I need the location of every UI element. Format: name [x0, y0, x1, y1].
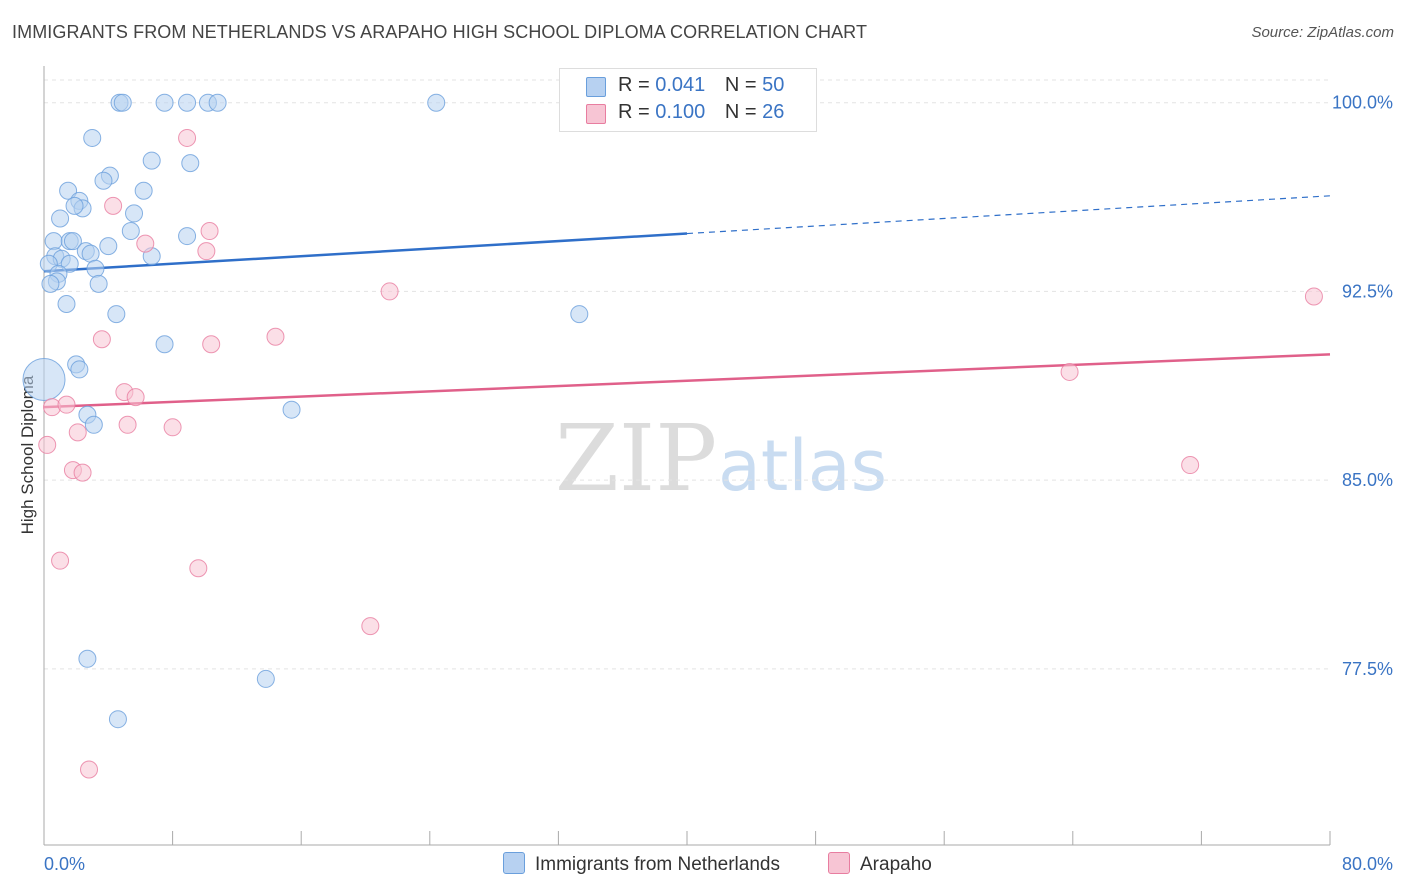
netherlands-point [427, 93, 446, 112]
netherlands-point [84, 415, 103, 434]
netherlands-point [83, 128, 102, 147]
arapaho-point [38, 435, 57, 454]
netherlands-point [51, 209, 70, 228]
netherlands-point [44, 232, 63, 251]
arapaho-point [380, 282, 399, 301]
arapaho-point [136, 234, 155, 253]
arapaho-point [104, 196, 123, 215]
n-value: 26 [762, 101, 785, 123]
n-label: N = [724, 101, 757, 123]
arapaho-point [57, 395, 76, 414]
netherlands-legend-swatch [503, 852, 525, 874]
netherlands-point [155, 93, 174, 112]
netherlands-point [208, 93, 227, 112]
arapaho-point [126, 388, 145, 407]
arapaho-trend-line [43, 353, 1331, 409]
netherlands-point [81, 244, 100, 263]
arapaho-point [197, 242, 216, 261]
r-value: 0.100 [655, 101, 706, 123]
netherlands-point [60, 254, 79, 273]
netherlands-point [59, 181, 78, 200]
arapaho-point [1060, 362, 1079, 381]
netherlands-point [134, 181, 153, 200]
r-label: R = [618, 74, 650, 96]
netherlands-point [89, 274, 108, 293]
arapaho-point [361, 617, 380, 636]
legend-label: Immigrants from Netherlands [535, 854, 780, 875]
y-tick-label: 77.5% [1342, 659, 1393, 679]
netherlands-point [178, 227, 197, 246]
netherlands-point [86, 259, 105, 278]
legend-row-netherlands: R = 0.041 N = 50 [586, 74, 785, 100]
netherlands-point [108, 710, 127, 729]
arapaho-point [73, 463, 92, 482]
chart-title: IMMIGRANTS FROM NETHERLANDS VS ARAPAHO H… [12, 22, 868, 42]
netherlands-point [282, 400, 301, 419]
netherlands-point [107, 305, 126, 324]
arapaho-point [178, 128, 197, 147]
arapaho-point [266, 327, 285, 346]
netherlands-point [181, 154, 200, 173]
arapaho-legend-swatch [828, 852, 850, 874]
arapaho-point [92, 330, 111, 349]
netherlands-point [113, 93, 132, 112]
tick-labels: 77.5% 85.0% 92.5% 100.0% 0.0% 80.0% [44, 93, 1393, 874]
netherlands-point [22, 357, 66, 401]
legend-row-arapaho: R = 0.100 N = 26 [586, 101, 785, 127]
netherlands-point [78, 649, 97, 668]
netherlands-point [121, 222, 140, 241]
grid [44, 79, 1330, 670]
arapaho-point [202, 335, 221, 354]
arapaho-point [80, 760, 99, 779]
y-tick-label: 85.0% [1342, 470, 1393, 490]
n-label: N = [724, 74, 757, 96]
legend-item-arapaho: Arapaho [828, 852, 932, 876]
correlation-legend: R = 0.041 N = 50 R = 0.100 N = 26 [559, 68, 817, 132]
watermark-atlas: atlas [718, 425, 887, 507]
netherlands-point [256, 669, 275, 688]
arapaho-point [68, 423, 87, 442]
netherlands-point [125, 204, 144, 223]
arapaho-swatch [586, 104, 606, 124]
netherlands-point [178, 93, 197, 112]
x-tick-label-min: 0.0% [44, 854, 85, 874]
x-tick-label-max: 80.0% [1342, 854, 1393, 874]
netherlands-point [63, 232, 82, 251]
y-tick-label: 92.5% [1342, 281, 1393, 301]
arapaho-point [118, 415, 137, 434]
arapaho-point [200, 222, 219, 241]
netherlands-point [41, 274, 60, 293]
netherlands-point [65, 196, 84, 215]
data-points [22, 93, 1323, 779]
source-credit: Source: ZipAtlas.com [1251, 24, 1394, 41]
axes [43, 66, 1331, 846]
netherlands-point [155, 335, 174, 354]
legend-label: Arapaho [860, 854, 932, 875]
trend-lines [43, 195, 1331, 409]
netherlands-point [70, 360, 89, 379]
arapaho-point [1181, 456, 1200, 475]
watermark: ZIP atlas [555, 405, 887, 512]
arapaho-point [1304, 287, 1323, 306]
netherlands-swatch [586, 77, 606, 97]
netherlands-point [57, 295, 76, 314]
r-label: R = [618, 101, 650, 123]
arapaho-point [51, 551, 70, 570]
watermark-zip: ZIP [555, 405, 717, 512]
arapaho-point [163, 418, 182, 437]
netherlands-point [570, 305, 589, 324]
netherlands-trend-extension [686, 195, 1331, 235]
r-value: 0.041 [655, 74, 706, 96]
netherlands-point [94, 171, 113, 190]
netherlands-point [142, 151, 161, 170]
arapaho-point [189, 559, 208, 578]
netherlands-point [99, 237, 118, 256]
y-tick-label: 100.0% [1332, 93, 1393, 113]
legend-item-netherlands: Immigrants from Netherlands [503, 852, 780, 876]
n-value: 50 [762, 74, 785, 96]
